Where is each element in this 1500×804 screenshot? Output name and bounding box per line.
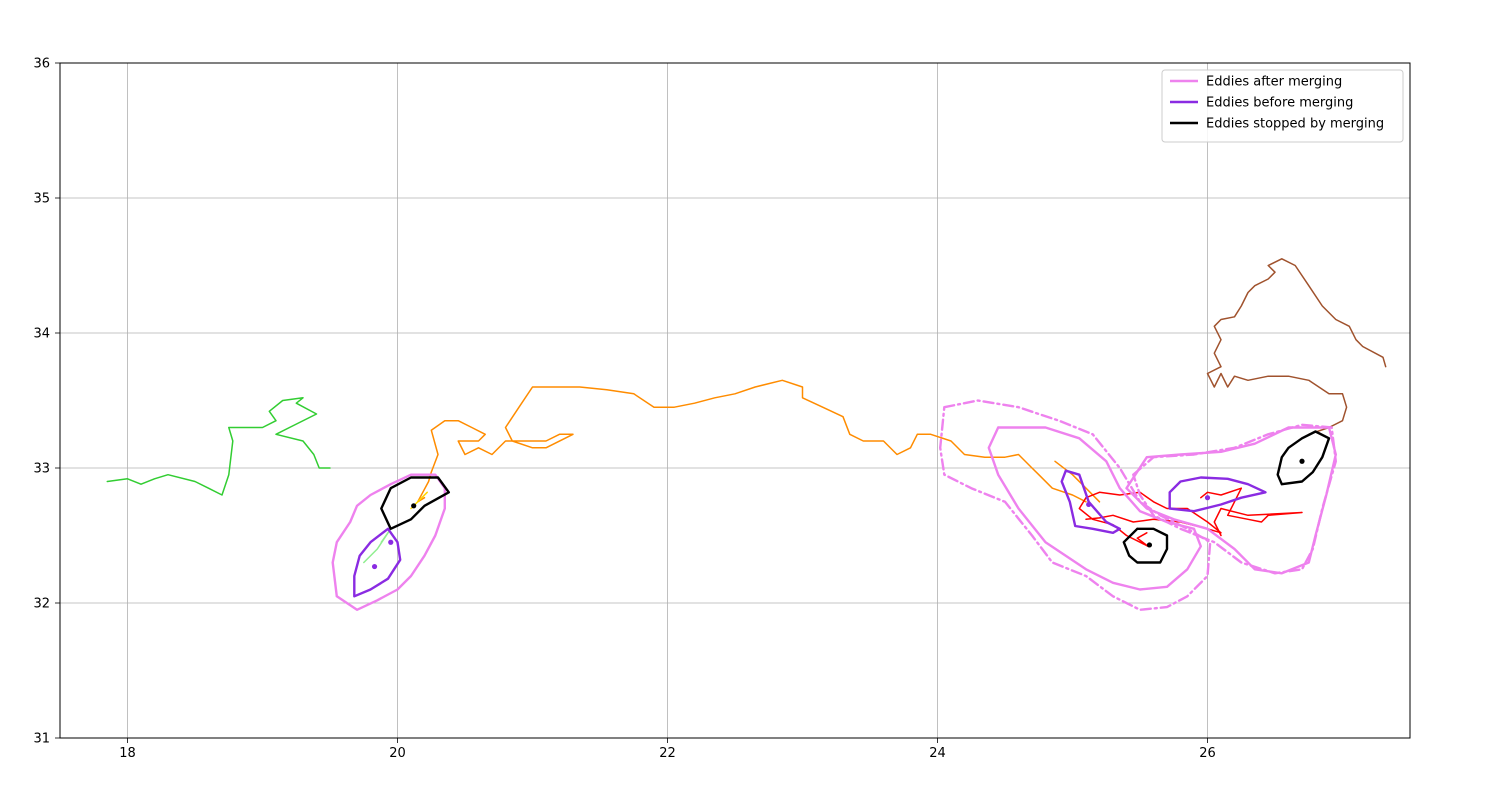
y-tick-label: 36: [33, 57, 50, 72]
y-tick-label: 31: [33, 732, 50, 747]
eddy-center-point: [411, 503, 417, 509]
x-tick-label: 24: [929, 746, 946, 761]
eddy-track-line: [1206, 258, 1387, 436]
eddy-center-point: [1086, 501, 1092, 508]
x-tick-label: 20: [389, 746, 406, 761]
x-tick-label: 26: [1199, 746, 1216, 761]
eddy-center-point: [388, 539, 394, 545]
eddy-center-point: [1204, 495, 1211, 501]
eddy-contour-stopped: [380, 476, 450, 530]
eddy-center-point: [1299, 458, 1305, 464]
legend-label: Eddies before merging: [1206, 96, 1353, 111]
legend-label: Eddies after merging: [1206, 75, 1342, 90]
x-tick-label: 18: [119, 746, 136, 761]
eddy-contour-after: [987, 426, 1203, 591]
eddy-track-line: [416, 379, 1087, 503]
y-tick-label: 34: [33, 327, 50, 342]
plot-data: [106, 258, 1387, 611]
eddy-contour-after: [1132, 423, 1338, 575]
eddy-contour-before: [1168, 476, 1267, 513]
eddy-track-line: [106, 397, 331, 496]
eddy-center-point: [371, 563, 378, 570]
legend-box: [1161, 69, 1404, 143]
eddy-contour-after: [939, 399, 1212, 611]
eddy-contour-stopped: [1122, 527, 1169, 564]
x-tick-label: 22: [659, 746, 676, 761]
y-axis-ticks: 31 32 33 34 35 36: [33, 57, 60, 747]
eddy-contour-before: [1060, 469, 1122, 534]
y-tick-label: 33: [33, 462, 50, 477]
legend: Eddies after merging Eddies before mergin…: [1161, 69, 1404, 143]
x-axis-ticks: 18 20 22 24 26: [119, 738, 1216, 761]
y-tick-label: 35: [33, 192, 50, 207]
eddy-center-point: [1146, 542, 1153, 548]
legend-label: Eddies stopped by merging: [1206, 117, 1384, 132]
eddy-contour-stopped: [1276, 430, 1331, 486]
eddy-track-line: [1200, 487, 1303, 537]
plot-frame: [59, 62, 1411, 739]
eddy-track-line: [363, 528, 392, 564]
y-tick-label: 32: [33, 597, 50, 612]
eddy-contour-before: [353, 527, 402, 598]
